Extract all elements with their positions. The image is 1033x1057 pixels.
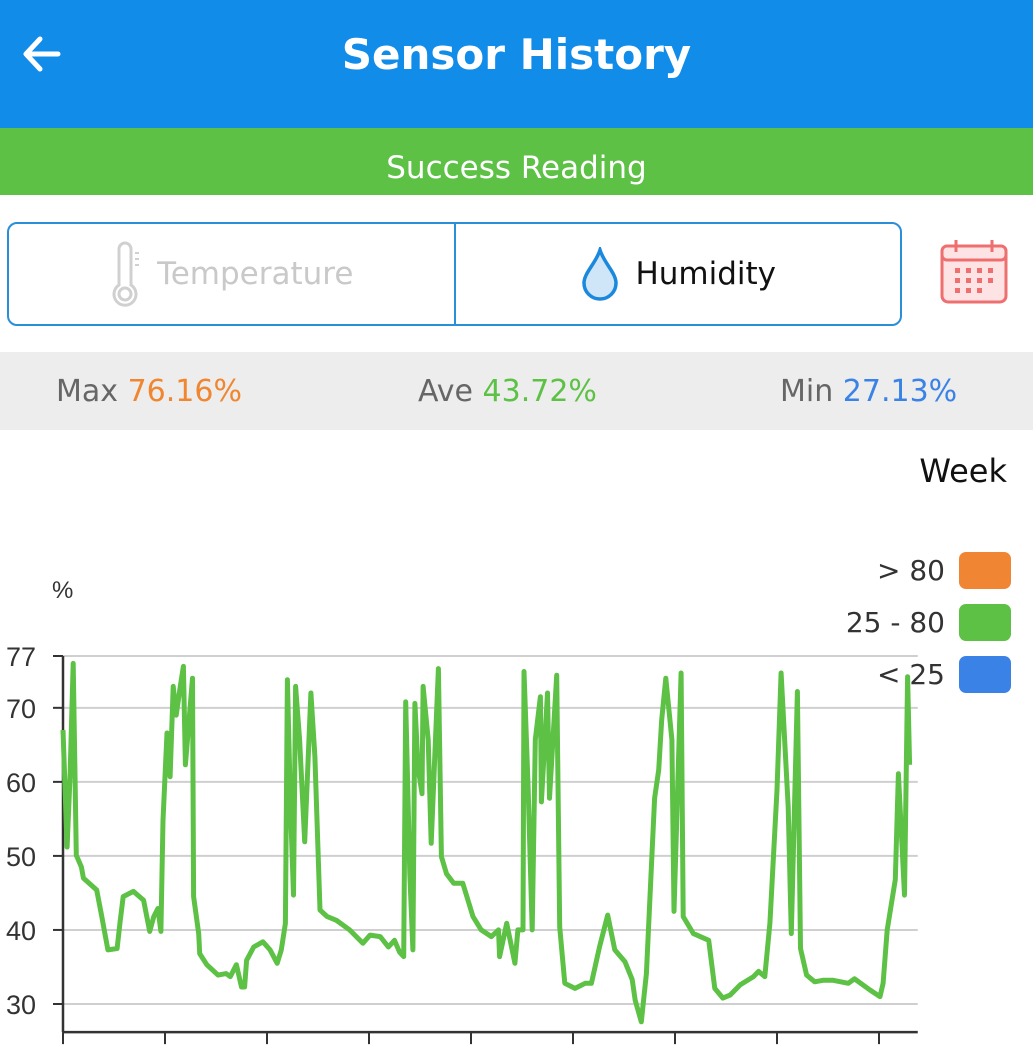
water-drop-icon — [582, 247, 619, 301]
tab-temperature-label: Temperature — [157, 256, 354, 292]
y-tick-label: 77 — [6, 642, 36, 672]
legend-swatch — [959, 551, 1011, 589]
y-axis-label: % — [52, 577, 73, 604]
stat-min-label: Min — [780, 374, 834, 409]
stat-max: Max 76.16% — [56, 374, 242, 409]
y-tick-label: 60 — [6, 768, 36, 798]
legend-label: < 25 — [877, 657, 945, 691]
calendar-icon[interactable] — [940, 238, 1008, 304]
period-selector[interactable]: Week — [919, 452, 1007, 490]
stat-max-label: Max — [56, 374, 119, 409]
stat-ave: Ave 43.72% — [418, 374, 597, 409]
legend-label: > 80 — [877, 553, 945, 587]
y-tick-label: 70 — [6, 694, 36, 724]
y-tick-label: 40 — [6, 916, 36, 946]
y-tick-label: 50 — [6, 842, 36, 872]
arrow-left-icon[interactable] — [18, 30, 66, 78]
legend-swatch — [959, 603, 1011, 641]
chart-legend: > 80 25 - 80 < 25 — [846, 544, 1011, 700]
tab-humidity-label: Humidity — [635, 256, 777, 292]
stat-ave-label: Ave — [418, 374, 473, 409]
tab-humidity[interactable]: Humidity — [456, 224, 901, 324]
legend-label: 25 - 80 — [845, 605, 945, 639]
humidity-line-chart: % 30 40 50 60 70 77 — [6, 577, 918, 1045]
y-tick-label: 30 — [6, 990, 36, 1020]
page-title: Sensor History — [341, 30, 692, 79]
humidity-series-line — [60, 660, 913, 1025]
legend-item-normal: 25 - 80 — [846, 596, 1011, 648]
sensor-type-tabs: Temperature Humidity — [7, 222, 902, 326]
stats-bar: Max 76.16% Ave 43.72% Min 27.13% — [0, 352, 1033, 430]
tab-temperature[interactable]: Temperature — [9, 224, 456, 324]
app-header: Sensor History — [0, 0, 1033, 128]
stat-min-value: 27.13% — [842, 374, 958, 409]
thermometer-icon — [112, 241, 140, 307]
legend-item-high: > 80 — [846, 544, 1011, 596]
stat-ave-value: 43.72% — [482, 374, 597, 409]
status-banner: Success Reading — [0, 128, 1033, 195]
stat-min: Min 27.13% — [780, 374, 957, 409]
legend-item-low: < 25 — [846, 648, 1011, 700]
stat-max-value: 76.16% — [127, 374, 242, 409]
legend-swatch — [959, 655, 1011, 693]
